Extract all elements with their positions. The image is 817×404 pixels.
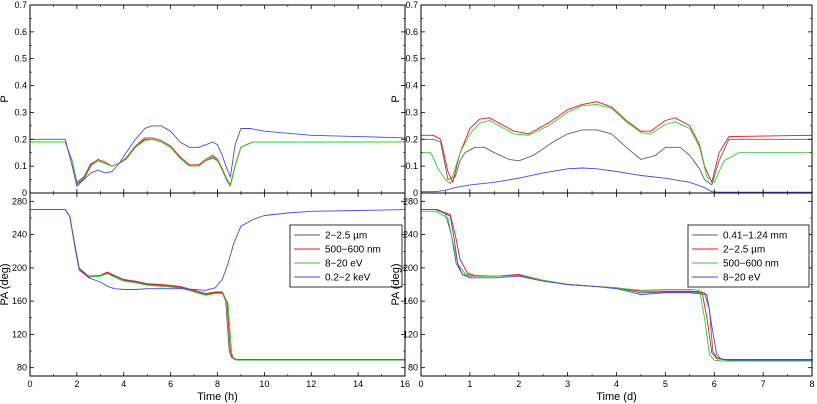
x-tick-label: 6 (168, 379, 173, 389)
y-tick-label: 0.5 (14, 54, 27, 64)
legend-label: 2−2.5 µm (723, 245, 765, 256)
x-tick-label: 8 (809, 379, 814, 389)
x-tick-label: 0 (27, 379, 32, 389)
y-tick-label: 0.1 (405, 161, 418, 171)
y-axis-label: PA (deg) (390, 264, 402, 306)
x-axis-label: Time (d) (596, 391, 637, 403)
legend-label: 0.41−1.24 mm (723, 231, 787, 242)
x-tick-label: 4 (614, 379, 619, 389)
x-tick-label: 0 (418, 379, 423, 389)
chart-panel-1: 0 0.1 0.2 0.3 0.4 0.5 0.6 0.7 P (0, 0, 406, 198)
y-tick-label: 160 (403, 296, 418, 306)
plot-frame (29, 4, 406, 194)
y-tick-label: 80 (408, 363, 418, 373)
plot-frame (420, 4, 813, 194)
chart-panel-2: 80 120 160 200 240 280 0 2 4 6 8 10 12 14 16 PA (deg) Ti… (0, 192, 410, 403)
y-tick-label: 0.4 (405, 81, 418, 91)
series-line-3 (30, 138, 405, 187)
series-line-4 (30, 125, 405, 187)
x-tick-label: 10 (259, 379, 269, 389)
x-tick-label: 2 (516, 379, 521, 389)
series-line-4 (421, 209, 812, 361)
y-tick-label: 280 (12, 196, 27, 206)
y-tick-label: 0.6 (14, 27, 27, 37)
y-tick-label: 120 (12, 329, 27, 339)
y-tick-label: 240 (12, 230, 27, 240)
x-tick-label: 16 (400, 379, 410, 389)
y-tick-label: 0.4 (14, 81, 27, 91)
y-tick-label: 200 (403, 263, 418, 273)
chart-panel-3: 0 0.1 0.2 0.3 0.4 0.5 0.6 0.7 P (390, 0, 813, 198)
y-tick-label: 0.7 (405, 0, 418, 10)
x-tick-label: 5 (663, 379, 668, 389)
x-tick-label: 2 (74, 379, 79, 389)
x-tick-label: 6 (712, 379, 717, 389)
series-line-2 (421, 101, 812, 183)
series-line-1 (421, 129, 812, 186)
series-line-4 (421, 167, 812, 193)
legend-label: 500−600 nm (723, 259, 779, 270)
y-tick-label: 0 (22, 188, 27, 198)
y-axis-label: P (390, 95, 402, 102)
x-tick-label: 4 (121, 379, 126, 389)
series-line-4 (30, 209, 405, 291)
y-tick-label: 0.7 (14, 0, 27, 10)
x-tick-label: 12 (306, 379, 316, 389)
y-tick-label: 200 (12, 263, 27, 273)
y-tick-label: 0 (413, 188, 418, 198)
y-axis-label: P (0, 95, 11, 102)
x-tick-label: 1 (467, 379, 472, 389)
legend-label: 500−600 nm (325, 245, 381, 256)
legend-label: 8−20 eV (723, 273, 761, 284)
y-tick-label: 0.2 (405, 134, 418, 144)
x-tick-label: 7 (761, 379, 766, 389)
legend-label: 8−20 eV (325, 259, 363, 270)
y-tick-label: 80 (17, 363, 27, 373)
series-line-2 (30, 137, 405, 186)
y-tick-label: 160 (12, 296, 27, 306)
series-line-3 (421, 103, 812, 185)
y-tick-label: 0.3 (405, 107, 418, 117)
y-tick-label: 0.1 (14, 161, 27, 171)
legend: 0.41−1.24 mm 2−2.5 µm 500−600 nm 8−20 eV (687, 224, 810, 288)
y-tick-label: 280 (403, 196, 418, 206)
series-line-1 (30, 138, 405, 186)
y-axis-label: PA (deg) (0, 264, 11, 306)
legend-label: 0.2−2 keV (325, 273, 371, 284)
series-line-1 (30, 209, 405, 360)
y-tick-label: 0.5 (405, 54, 418, 64)
chart-panel-4: 80 120 160 200 240 280 0 1 2 3 4 5 6 7 8 PA (deg) Time (… (390, 192, 815, 403)
legend: 2−2.5 µm 500−600 nm 8−20 eV 0.2−2 keV (289, 224, 403, 288)
legend-label: 2−2.5 µm (325, 231, 367, 242)
y-tick-label: 0.6 (405, 27, 418, 37)
series-line-3 (30, 209, 405, 361)
y-tick-label: 240 (403, 230, 418, 240)
y-tick-label: 120 (403, 329, 418, 339)
x-tick-label: 8 (215, 379, 220, 389)
x-tick-label: 3 (565, 379, 570, 389)
x-tick-label: 14 (353, 379, 363, 389)
y-tick-label: 0.2 (14, 134, 27, 144)
y-tick-label: 0.3 (14, 107, 27, 117)
x-axis-label: Time (h) (197, 391, 238, 403)
